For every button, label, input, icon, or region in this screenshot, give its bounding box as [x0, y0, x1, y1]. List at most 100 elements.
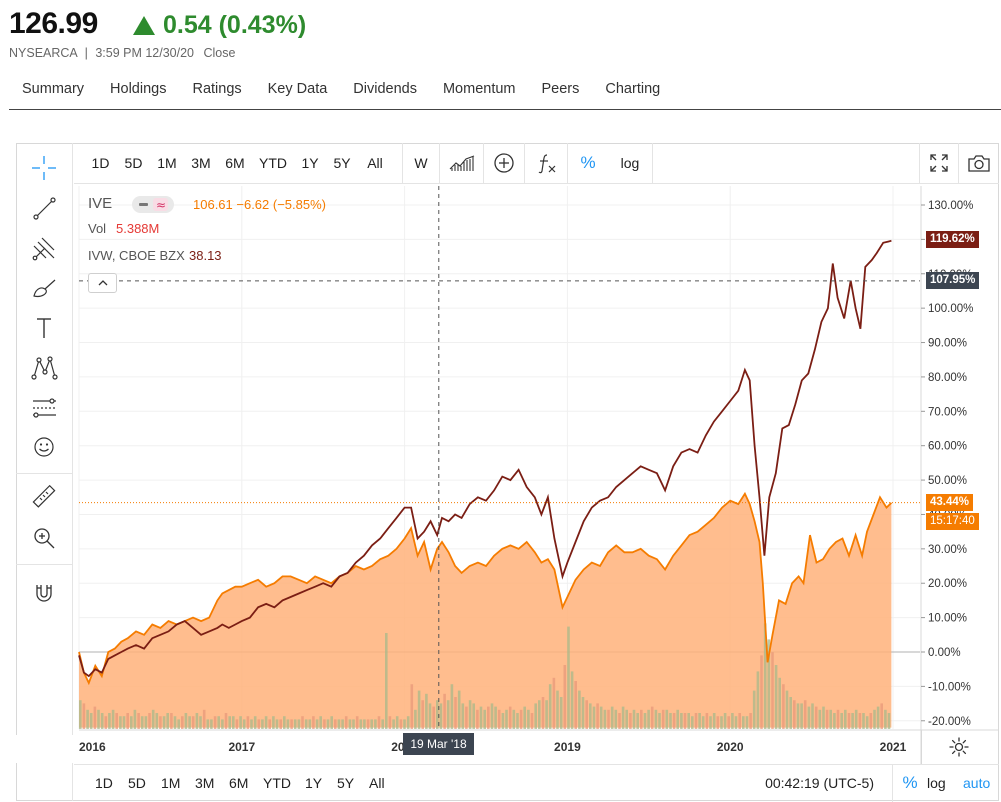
pattern-tool[interactable] — [28, 352, 60, 384]
toolbar-divider — [567, 142, 568, 184]
area-chart-icon — [449, 155, 474, 171]
prediction-icon — [33, 398, 56, 418]
tab-charting[interactable]: Charting — [605, 81, 661, 97]
bottom-percent-button[interactable]: % — [902, 773, 918, 792]
log-scale-button[interactable]: log — [620, 155, 640, 171]
fullscreen-button[interactable] — [920, 143, 958, 184]
bottom-log-button[interactable]: log — [927, 775, 946, 791]
legend-vol-label: Vol — [88, 221, 107, 236]
crosshair-y-label: 107.95% — [926, 272, 980, 289]
chevron-up-icon — [98, 280, 107, 286]
legend-symbol: IVE — [88, 195, 113, 212]
up-arrow-icon — [133, 16, 155, 35]
ive-last-label: 43.44% — [926, 494, 974, 511]
range-5d-button[interactable]: 5D — [124, 155, 143, 171]
range-all-button[interactable]: All — [367, 155, 383, 171]
magnet-tool[interactable] — [28, 577, 60, 609]
tab-holdings[interactable]: Holdings — [110, 81, 167, 97]
crosshair-tool[interactable] — [28, 152, 60, 184]
range-3m-button[interactable]: 3M — [191, 155, 211, 171]
quote-change-value: 0.54 (0.43%) — [163, 11, 307, 39]
prediction-tool[interactable] — [28, 392, 60, 424]
countdown-label: 15:17:40 — [926, 513, 979, 530]
ruler-icon — [32, 484, 56, 508]
quote-change: 0.54 (0.43%) — [133, 11, 306, 40]
smiley-icon — [34, 437, 54, 457]
quote-time: 3:59 PM 12/30/20 — [95, 46, 194, 60]
bottom-range-1d[interactable]: 1D — [95, 775, 113, 791]
brush-tool[interactable] — [28, 272, 60, 304]
drawing-toolbar — [16, 143, 73, 801]
text-tool[interactable] — [28, 312, 60, 344]
quote-exchange: NYSEARCA — [9, 46, 78, 60]
tab-ratings[interactable]: Ratings — [192, 81, 242, 97]
legend-ohlc: 106.61 −6.62 (−5.85%) — [193, 197, 326, 212]
tab-key-data[interactable]: Key Data — [267, 81, 328, 97]
axis-divider — [921, 730, 922, 764]
text-icon — [37, 318, 51, 338]
plus-circle-icon — [494, 153, 514, 173]
legend-collapse-button[interactable] — [88, 273, 117, 293]
crosshair-x-label: 19 Mar '18 — [403, 733, 474, 755]
chart-widget — [16, 143, 999, 801]
bottom-range-3m[interactable]: 3M — [195, 775, 215, 791]
range-ytd-button[interactable]: YTD — [259, 155, 287, 171]
brush-icon — [33, 279, 56, 298]
quote-status: Close — [203, 46, 236, 60]
interval-button[interactable]: W — [414, 155, 428, 171]
tab-momentum[interactable]: Momentum — [442, 81, 516, 97]
zoom-in-icon — [34, 528, 55, 549]
nav-tabs: Summary Holdings Ratings Key Data Divide… — [9, 80, 1001, 110]
toolbar-divider — [958, 142, 959, 184]
chart-settings-button[interactable] — [948, 736, 970, 758]
range-1y-button[interactable]: 1Y — [301, 155, 319, 171]
bottom-auto-button[interactable]: auto — [963, 775, 991, 791]
range-6m-button[interactable]: 6M — [225, 155, 245, 171]
tool-divider — [16, 473, 72, 474]
bottom-range-6m[interactable]: 6M — [229, 775, 249, 791]
indicators-button[interactable] — [525, 143, 567, 184]
bottom-range-1m[interactable]: 1M — [161, 775, 181, 791]
legend-vol-value: 5.388M — [116, 221, 160, 236]
legend-toggle[interactable]: ≈≈ — [132, 196, 174, 213]
bottom-range-5d[interactable]: 5D — [128, 775, 146, 791]
toolbar-divider — [439, 142, 440, 184]
tab-dividends[interactable]: Dividends — [353, 81, 417, 97]
bottom-range-1y[interactable]: 1Y — [305, 775, 323, 791]
chart-type-button[interactable] — [440, 143, 483, 184]
zoom-tool[interactable] — [28, 522, 60, 554]
bottom-range-5y[interactable]: 5Y — [337, 775, 355, 791]
range-5y-button[interactable]: 5Y — [333, 155, 351, 171]
bottom-toolbar: 1D 5D 1M 3M 6M YTD 1Y 5Y All 00:42:19 (U… — [74, 764, 999, 802]
tab-summary[interactable]: Summary — [22, 81, 85, 97]
range-1m-button[interactable]: 1M — [157, 155, 177, 171]
gear-icon — [949, 737, 969, 757]
top-toolbar: 1D 5D 1M 3M 6M YTD 1Y 5Y All W % log — [74, 142, 999, 184]
camera-icon — [968, 155, 990, 172]
magnet-icon — [36, 585, 52, 602]
snapshot-button[interactable] — [959, 143, 999, 184]
bottom-range-all[interactable]: All — [369, 775, 385, 791]
toolbar-divider — [483, 142, 484, 184]
trend-line-icon — [33, 197, 56, 220]
legend-compare-label: IVW, CBOE BZX — [88, 248, 185, 263]
quote-separator: | — [84, 46, 88, 60]
toolbar-divider — [402, 142, 403, 184]
measure-tool[interactable] — [28, 481, 60, 513]
quote-price: 126.99 — [9, 7, 98, 40]
range-1d-button[interactable]: 1D — [91, 155, 110, 171]
fullscreen-icon — [930, 154, 948, 172]
percent-scale-button[interactable]: % — [580, 153, 596, 172]
compare-button[interactable] — [484, 143, 524, 184]
bottom-range-ytd[interactable]: YTD — [263, 775, 291, 791]
pitchfork-icon — [32, 237, 55, 261]
trend-line-tool[interactable] — [28, 192, 60, 224]
utc-clock[interactable]: 00:42:19 (UTC-5) — [765, 775, 874, 791]
tool-divider — [16, 564, 72, 565]
tab-peers[interactable]: Peers — [541, 81, 580, 97]
toolbar-divider — [892, 764, 893, 802]
crosshair-icon — [32, 156, 56, 180]
toolbar-divider — [919, 142, 920, 184]
emoji-tool[interactable] — [28, 431, 60, 463]
pitchfork-tool[interactable] — [28, 232, 60, 264]
